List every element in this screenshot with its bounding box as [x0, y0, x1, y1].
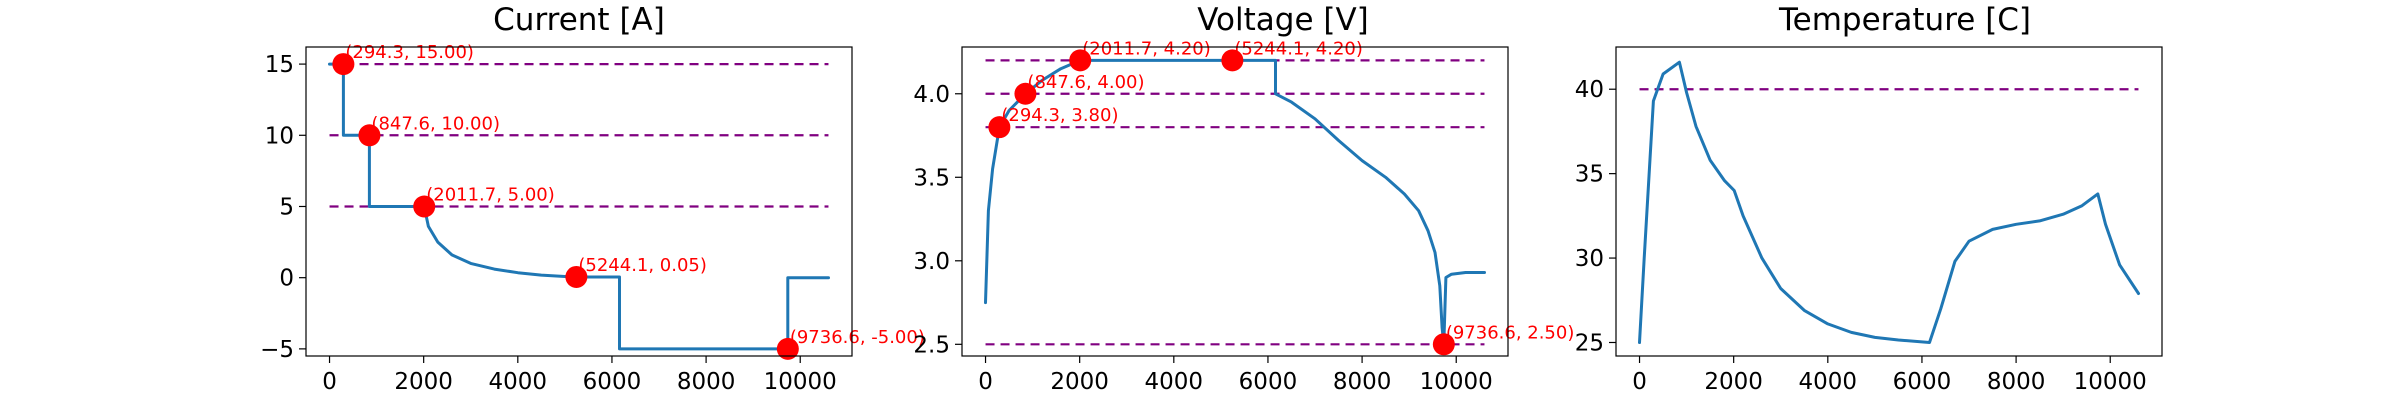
y-tick-label: 40: [1575, 77, 1604, 103]
point-annotation: (2011.7, 5.00): [426, 184, 555, 205]
data-point-marker: [776, 337, 799, 360]
plot-area: (294.3, 15.00) (847.6, 10.00) (2011.7, 5.0…: [260, 42, 925, 395]
axes-frame: [961, 46, 1509, 357]
series-line: [328, 62, 830, 351]
data-point-marker: [1014, 82, 1037, 105]
x-tick-label: 6000: [583, 369, 642, 395]
point-annotation: (847.6, 10.00): [371, 113, 500, 134]
x-tick-label: 0: [978, 369, 993, 395]
point-annotation: (9736.6, -5.00): [790, 327, 925, 348]
plot-area: 0 2000 4000 6000 8000 10000 25 30 35 40: [1575, 46, 2163, 395]
y-tick-label: 25: [1575, 330, 1604, 356]
x-tick-label: 6000: [1893, 369, 1952, 395]
point-annotation: (294.3, 15.00): [345, 42, 474, 63]
chart-temperature: Temperature [C] 0 2000 4000 6000 8000 10000 25…: [1575, 2, 2163, 395]
chart-title: Temperature [C]: [1778, 2, 2031, 38]
x-tick-label: 10000: [2074, 369, 2147, 395]
chart-title: Voltage [V]: [1197, 2, 1369, 38]
point-annotation: (5244.1, 0.05): [578, 255, 707, 276]
x-tick-label: 2000: [1704, 369, 1763, 395]
x-tick-label: 0: [1632, 369, 1647, 395]
data-point-marker: [988, 116, 1011, 139]
data-point-marker: [1069, 49, 1092, 72]
data-point-marker: [565, 265, 588, 288]
point-annotation: (294.3, 3.80): [1001, 105, 1118, 126]
y-tick-label: 4.0: [913, 82, 950, 108]
y-tick-label: 3.5: [913, 165, 950, 191]
x-tick-label: 4000: [1799, 369, 1858, 395]
y-tick-label: −5: [260, 337, 294, 363]
x-tick-label: 2000: [1050, 369, 1109, 395]
y-tick-label: 0: [279, 266, 294, 292]
data-point-marker: [1432, 333, 1455, 356]
axes-frame: [1615, 46, 2163, 357]
y-tick-label: 30: [1575, 246, 1604, 272]
x-tick-label: 0: [322, 369, 337, 395]
y-tick-label: 35: [1575, 162, 1604, 188]
chart-title: Current [A]: [493, 2, 665, 38]
x-tick-label: 8000: [677, 369, 736, 395]
data-point-marker: [332, 53, 355, 76]
axes-frame: [305, 46, 853, 357]
x-tick-label: 2000: [394, 369, 453, 395]
x-tick-label: 8000: [1333, 369, 1392, 395]
y-tick-label: 2.5: [913, 332, 950, 358]
y-tick-label: 5: [279, 194, 294, 220]
plot-area: (294.3, 3.80) (847.6, 4.00) (2011.7, 4.20)…: [913, 38, 1574, 395]
point-annotation: (9736.6, 2.50): [1446, 322, 1575, 343]
data-point-marker: [1221, 49, 1244, 72]
chart-current: Current [A] (294.3, 15.00) (847.6, 10.00)…: [260, 2, 925, 395]
x-tick-label: 4000: [489, 369, 548, 395]
y-tick-label: 3.0: [913, 249, 950, 275]
x-tick-label: 6000: [1239, 369, 1298, 395]
data-point-marker: [358, 124, 381, 147]
series-line: [984, 58, 1486, 346]
x-tick-label: 10000: [1420, 369, 1493, 395]
point-annotation: (5244.1, 4.20): [1234, 38, 1363, 59]
x-tick-label: 8000: [1987, 369, 2046, 395]
data-point-marker: [413, 195, 436, 218]
point-annotation: (847.6, 4.00): [1027, 72, 1144, 93]
x-tick-label: 4000: [1145, 369, 1204, 395]
y-tick-label: 15: [265, 52, 294, 78]
chart-voltage: Voltage [V] (294.3, 3.80)(847.6, 4.00)(2…: [913, 2, 1574, 395]
point-annotation: (2011.7, 4.20): [1082, 38, 1211, 59]
x-tick-label: 10000: [764, 369, 837, 395]
y-tick-label: 10: [265, 123, 294, 149]
series-line: [1638, 60, 2140, 344]
